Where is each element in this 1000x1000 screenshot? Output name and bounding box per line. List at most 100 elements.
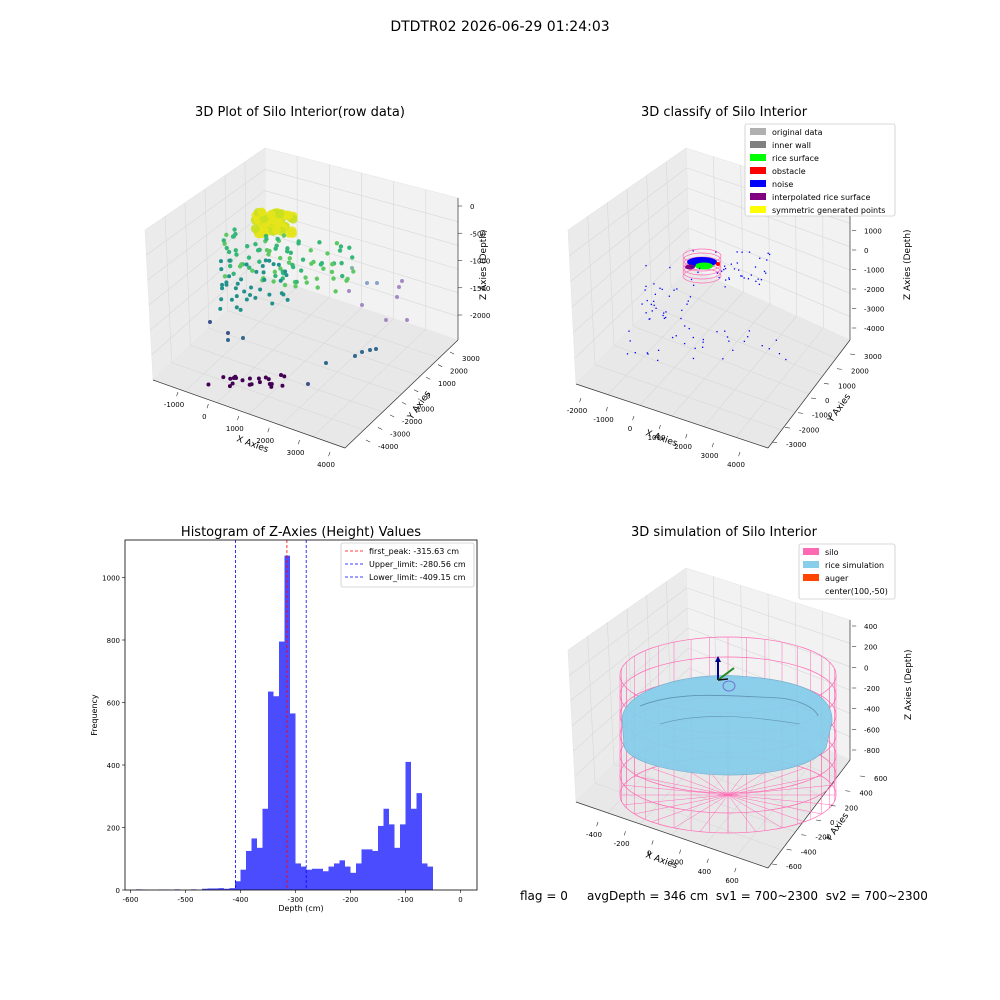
histogram-bar <box>400 824 406 890</box>
raw-point <box>230 381 235 386</box>
classify-z-tick-label: 1000 <box>864 228 882 236</box>
simulation-x-tick-label: 400 <box>698 868 711 876</box>
raw-point <box>227 258 232 263</box>
classify-x-tick-label: -2000 <box>567 407 587 415</box>
classify-x-axis-label: X Axies <box>644 428 679 449</box>
histogram-x-tick-label: -100 <box>398 896 414 904</box>
raw-point <box>267 248 272 254</box>
raw-x-tick-label: -1000 <box>164 401 184 409</box>
classify-x-tick-label: 2000 <box>674 443 692 451</box>
raw-point <box>334 241 340 246</box>
classify-x-tick-label: -1000 <box>593 416 613 424</box>
raw-point <box>244 262 249 267</box>
classify-noise-point <box>718 276 720 279</box>
classify-noise-point <box>664 316 667 319</box>
histogram-bar <box>323 871 329 890</box>
raw-point <box>233 286 238 291</box>
rice-simulation-surface <box>621 675 833 776</box>
raw-point <box>250 268 255 273</box>
classify-x-tick <box>605 406 608 412</box>
classify-x-tick-label: 0 <box>628 425 632 433</box>
raw-point <box>280 383 285 388</box>
simulation-y-tick-label: 600 <box>874 775 887 783</box>
classify-noise-point <box>651 310 653 312</box>
raw-z-tick-label: -2000 <box>470 312 490 320</box>
histogram-x-tick-label: -200 <box>343 896 359 904</box>
raw-y-tick <box>377 427 383 430</box>
classify-noise-point <box>716 272 719 274</box>
raw-point <box>263 375 268 380</box>
classify-noise-point <box>765 272 767 274</box>
raw-point <box>397 285 401 289</box>
classify-noise-point <box>767 252 769 254</box>
classify-noise-point <box>649 318 651 320</box>
classify-legend-box <box>744 123 896 217</box>
raw-x-tick-label: 1000 <box>226 425 244 433</box>
classify-interpolated <box>685 264 695 270</box>
classify-noise-point <box>644 289 646 291</box>
raw-point <box>296 241 301 246</box>
classified-3d-plot: 3D classify of Silo Interior -2000 -1000 0… <box>567 105 913 469</box>
classify-y-tick <box>810 397 816 399</box>
figure-title: DTDTR02 2026-06-29 01:24:03 <box>390 19 609 35</box>
auger-marker <box>722 680 736 692</box>
raw-point <box>226 338 230 342</box>
classify-noise-point <box>659 287 661 289</box>
simulation-legend-swatch <box>803 548 819 555</box>
raw-point <box>233 248 238 253</box>
classify-rice-surface <box>695 262 713 270</box>
classify-noise-point <box>646 299 648 302</box>
raw-point <box>254 269 259 274</box>
simulation-x-tick <box>651 840 654 845</box>
histogram-bar <box>235 881 241 890</box>
raw-y-tick-label: -1000 <box>414 405 434 413</box>
raw-point <box>222 241 227 247</box>
classify-plot-title: 3D classify of Silo Interior <box>641 105 808 120</box>
raw-point <box>224 232 229 238</box>
histogram-y-axis-label: Frequency <box>90 694 99 736</box>
raw-point <box>250 224 260 234</box>
classify-noise-point <box>741 275 743 277</box>
raw-point <box>248 293 253 298</box>
simulation-y-tick <box>801 834 807 836</box>
simulation-x-tick <box>734 867 737 873</box>
classify-legend-label: obstacle <box>772 167 806 176</box>
classify-noise-point <box>723 268 725 271</box>
raw-x-tick-label: 0 <box>202 413 206 421</box>
classify-noise-point <box>757 278 759 280</box>
classify-noise-point <box>743 277 745 279</box>
classify-noise-point <box>669 266 671 269</box>
simulation-y-tick-label: -400 <box>801 848 817 856</box>
classify-noise-point <box>691 266 693 268</box>
simulation-z-tick-label: -800 <box>864 747 880 755</box>
raw-point <box>227 274 232 279</box>
histogram-bar <box>312 868 318 890</box>
histogram-bar <box>262 808 268 890</box>
classify-y-tick-label: -2000 <box>799 426 819 434</box>
sv2-status: sv2 = 700~2300 <box>825 889 928 903</box>
raw-y-tick <box>401 402 407 405</box>
histogram-legend-box <box>340 542 475 588</box>
raw-point <box>257 247 262 252</box>
classify-noise-point <box>785 358 787 361</box>
raw-point <box>282 282 288 288</box>
raw-z-tick-label: -500 <box>470 230 486 238</box>
raw-point <box>276 262 281 267</box>
histogram-legend-label: Lower_limit: -409.15 cm <box>369 573 466 582</box>
classify-legend-swatch <box>750 167 766 174</box>
depth-histogram: Histogram of Z-Axies (Height) Values -60… <box>90 525 478 913</box>
classify-noise-point <box>741 251 743 253</box>
simulation-x-axis-label: X Axies <box>644 850 679 871</box>
raw-point <box>324 361 328 365</box>
classify-noise-point <box>775 339 777 341</box>
classify-noise-point <box>694 347 696 350</box>
classify-z-axis-label: Z Axies (Depth) <box>903 229 913 300</box>
raw-point <box>206 382 211 387</box>
simulation-x-axis <box>575 801 769 869</box>
raw-grid <box>244 161 247 294</box>
classify-z-tick-label: -4000 <box>864 325 884 333</box>
classify-noise-point <box>728 278 731 281</box>
classify-grid <box>670 287 837 359</box>
classify-noise-point <box>657 359 659 362</box>
